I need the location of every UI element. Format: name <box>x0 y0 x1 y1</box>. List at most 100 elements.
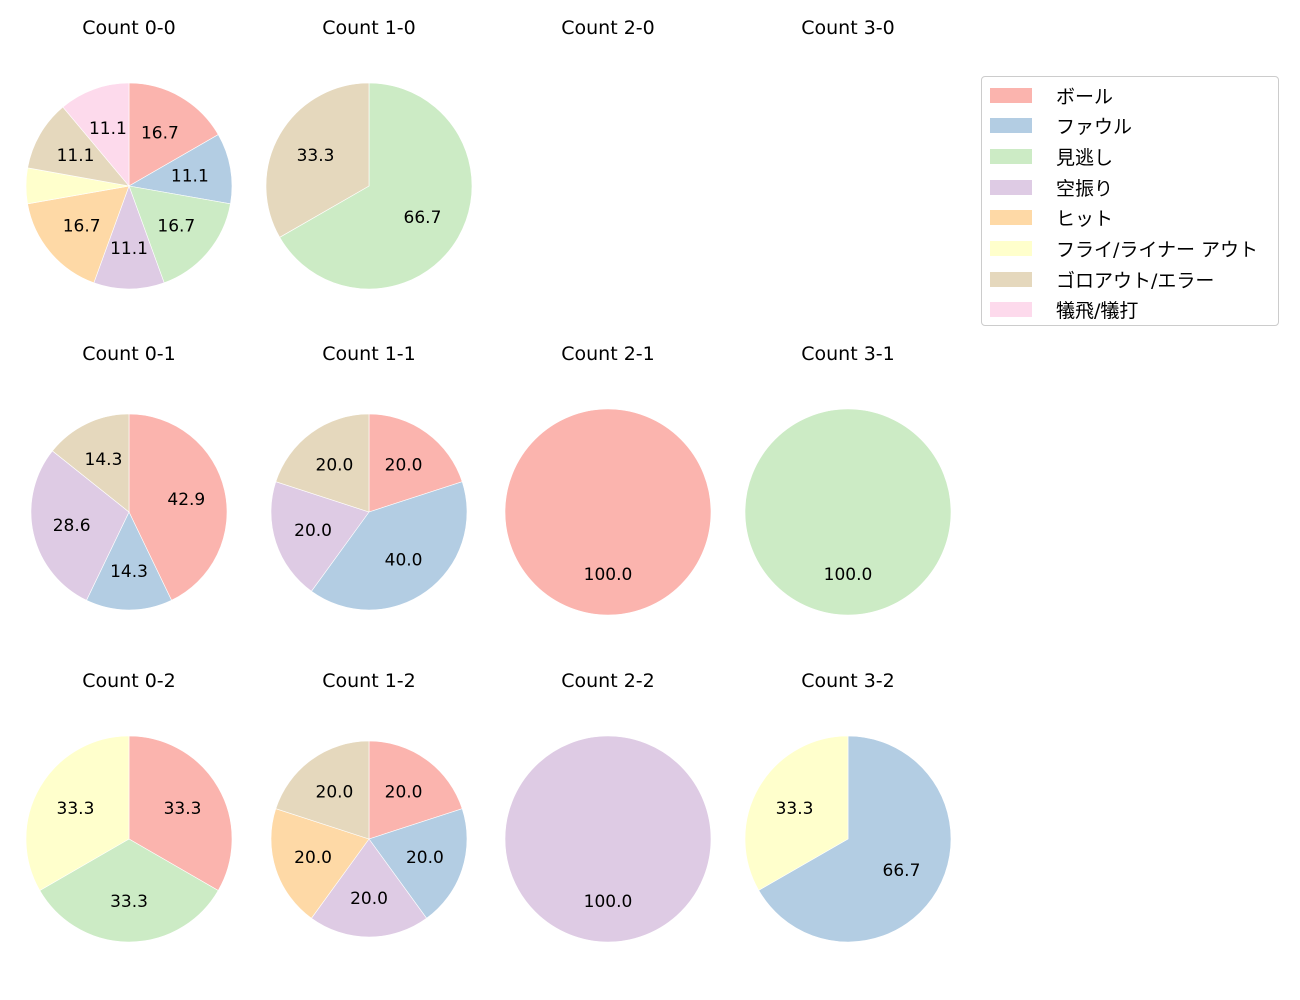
slice-label: 33.3 <box>164 799 202 819</box>
legend-label: ゴロアウト/エラー <box>1056 269 1215 292</box>
legend-item: ヒット <box>990 203 1113 233</box>
pie-chart: 20.0 40.0 20.0 20.0 <box>270 413 468 611</box>
legend-item: フライ/ライナー アウト <box>990 234 1258 264</box>
chart-title: Count 1-2 <box>322 670 416 692</box>
pie-chart: 66.7 33.3 <box>744 735 952 943</box>
pie-slice <box>368 413 463 513</box>
pie-slice <box>279 82 473 290</box>
chart-title: Count 3-2 <box>801 670 895 692</box>
slice-label: 40.0 <box>385 551 423 571</box>
slice-label: 16.7 <box>141 123 179 143</box>
slice-label: 11.1 <box>110 239 148 259</box>
legend-label: ボール <box>1056 85 1114 108</box>
chart-title: Count 0-2 <box>82 670 176 692</box>
legend-item: ボール <box>990 80 1113 110</box>
legend-label: 空振り <box>1056 177 1114 200</box>
pie-slice <box>128 185 231 284</box>
pie-chart: 100.0 <box>744 408 952 616</box>
slice-label: 11.1 <box>57 146 95 166</box>
pie-slice <box>51 413 130 513</box>
chart-title: Count 2-2 <box>561 670 655 692</box>
chart-title: Count 3-1 <box>801 343 895 365</box>
legend-swatch <box>990 148 1032 164</box>
pie-chart: 16.7 11.1 16.7 11.1 16.7 11.1 11.1 <box>25 82 233 290</box>
legend-item: 犠飛/犠打 <box>990 295 1138 325</box>
slice-label: 14.3 <box>110 562 148 582</box>
chart-title: Count 2-1 <box>561 343 655 365</box>
slice-label: 100.0 <box>824 565 873 585</box>
slice-label: 66.7 <box>883 861 921 881</box>
pie-slice <box>504 408 712 616</box>
pie-slice <box>128 735 233 891</box>
legend-swatch <box>990 241 1032 256</box>
legend-swatch <box>990 271 1032 287</box>
slice-label: 11.1 <box>89 119 127 139</box>
legend-label: ファウル <box>1056 116 1133 139</box>
pie-slice <box>275 740 370 840</box>
legend: ボールファウル見逃し空振りヒットフライ/ライナー アウト ゴロアウト/エラー 犠飛/… <box>981 76 1279 326</box>
legend-label: 見逃し <box>1056 146 1114 169</box>
slice-label: 14.3 <box>85 450 123 470</box>
legend-item: ゴロアウト/エラー <box>990 264 1214 294</box>
pie-slice <box>128 134 233 205</box>
pie-chart: 20.0 20.0 20.0 20.0 20.0 <box>270 740 468 938</box>
pie-chart: 100.0 <box>504 735 712 943</box>
pie-slice <box>270 481 370 592</box>
slice-label: 16.7 <box>157 217 195 237</box>
legend-swatch <box>990 179 1032 195</box>
pie-slice <box>128 413 228 601</box>
pie-slice <box>128 82 219 187</box>
slice-label: 42.9 <box>167 490 205 510</box>
slice-label: 20.0 <box>316 455 354 475</box>
slice-label: 33.3 <box>297 146 335 166</box>
slice-label: 66.7 <box>404 208 442 228</box>
legend-label: 犠飛/犠打 <box>1056 300 1139 323</box>
slice-label: 16.7 <box>63 217 101 237</box>
pie-slice <box>310 838 428 938</box>
pie-slice <box>27 185 130 284</box>
pie-chart: 33.3 33.3 33.3 <box>25 735 233 943</box>
pie-slice <box>86 511 172 611</box>
legend-item: 見逃し <box>990 141 1113 171</box>
slice-label: 33.3 <box>776 799 814 819</box>
slice-label: 20.0 <box>294 848 332 868</box>
slice-label: 33.3 <box>110 892 148 912</box>
slice-label: 100.0 <box>584 565 633 585</box>
legend-swatch <box>990 118 1032 134</box>
slice-label: 11.1 <box>171 166 209 186</box>
chart-title: Count 0-0 <box>82 17 176 39</box>
slice-label: 33.3 <box>57 799 95 819</box>
legend-label: フライ/ライナー アウト <box>1056 239 1259 261</box>
pie-slice <box>744 408 952 616</box>
slice-label: 20.0 <box>406 848 444 868</box>
slice-label: 28.6 <box>53 516 91 536</box>
legend-item: 空振り <box>990 172 1113 202</box>
pie-slice <box>93 185 165 290</box>
pie-slice <box>30 450 130 601</box>
slice-label: 20.0 <box>316 782 354 802</box>
pie-slice <box>265 82 370 238</box>
pie-slice <box>62 82 130 187</box>
pie-slice <box>275 413 370 513</box>
pie-slice <box>504 735 712 943</box>
pie-slice <box>270 808 370 919</box>
pie-slice <box>368 808 468 919</box>
pie-slice <box>25 735 130 891</box>
slice-label: 20.0 <box>294 521 332 541</box>
slice-label: 20.0 <box>385 455 423 475</box>
pie-slice <box>310 481 468 611</box>
slice-label: 100.0 <box>584 892 633 912</box>
pie-chart: 42.9 14.3 28.6 14.3 <box>30 413 228 611</box>
chart-title: Count 1-0 <box>322 17 416 39</box>
legend-swatch <box>990 302 1032 318</box>
pie-slice <box>27 106 130 187</box>
chart-title: Count 2-0 <box>561 17 655 39</box>
pie-chart: 100.0 <box>504 408 712 616</box>
chart-title: Count 0-1 <box>82 343 176 365</box>
chart-title: Count 1-1 <box>322 343 416 365</box>
chart-title: Count 3-0 <box>801 17 895 39</box>
legend-swatch <box>990 87 1032 103</box>
legend-swatch <box>990 210 1032 226</box>
legend-label: ヒット <box>1056 208 1114 231</box>
